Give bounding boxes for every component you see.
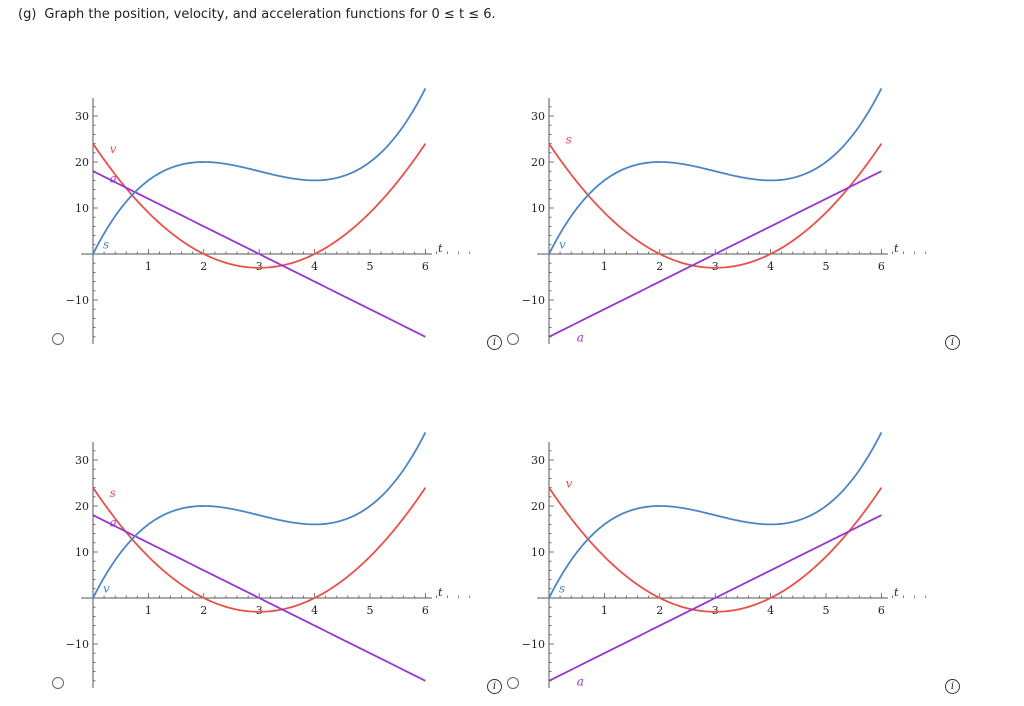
radio-option-1[interactable] bbox=[52, 333, 64, 345]
x-tick-label: 4 bbox=[767, 604, 774, 617]
x-axis-label: t bbox=[894, 242, 899, 255]
series-a-line bbox=[548, 514, 882, 682]
y-tick-label: −10 bbox=[66, 294, 89, 307]
series-a-line bbox=[548, 170, 882, 338]
y-tick-label: 30 bbox=[75, 454, 89, 467]
radio-option-3[interactable] bbox=[52, 677, 64, 689]
x-axis-label: t bbox=[438, 586, 443, 599]
x-tick-label: 3 bbox=[712, 260, 719, 273]
x-tick-label: 4 bbox=[767, 260, 774, 273]
x-tick-label: 5 bbox=[823, 260, 830, 273]
y-tick-label: 20 bbox=[531, 156, 545, 169]
x-tick-label: 2 bbox=[656, 604, 663, 617]
info-icon[interactable]: i bbox=[945, 335, 960, 350]
curve-label: v bbox=[566, 477, 573, 491]
series-v-line bbox=[548, 143, 883, 269]
x-tick-label: 3 bbox=[256, 604, 263, 617]
question-label: (g) bbox=[18, 7, 37, 22]
x-tick-label: 6 bbox=[422, 260, 429, 273]
curve-label: s bbox=[559, 581, 565, 595]
x-tick-label: 2 bbox=[656, 260, 663, 273]
x-tick-label: 4 bbox=[311, 260, 318, 273]
x-tick-label: 3 bbox=[256, 260, 263, 273]
series-a-line bbox=[92, 514, 426, 682]
graph-option-3: 1 2 3 4 5 6 −10 10 20 30 t s a v bbox=[66, 431, 471, 688]
y-tick-label: 30 bbox=[531, 110, 545, 123]
info-icon[interactable]: i bbox=[945, 679, 960, 694]
curve-label: a bbox=[110, 516, 117, 530]
series-v-line bbox=[548, 487, 883, 613]
x-tick-label: 5 bbox=[823, 604, 830, 617]
y-tick-label: 10 bbox=[75, 546, 89, 559]
question-text: Graph the position, velocity, and accele… bbox=[44, 7, 496, 22]
curve-label: s bbox=[566, 133, 572, 147]
question-prompt: (g) Graph the position, velocity, and acc… bbox=[18, 7, 496, 22]
y-tick-label: −10 bbox=[522, 638, 545, 651]
x-tick-label: 1 bbox=[145, 604, 152, 617]
x-tick-label: 5 bbox=[367, 260, 374, 273]
y-tick-label: 10 bbox=[531, 202, 545, 215]
graph-option-4: 1 2 3 4 5 6 −10 10 20 30 t v s a bbox=[522, 431, 927, 688]
curve-label: a bbox=[577, 674, 584, 688]
curve-label: v bbox=[559, 237, 566, 251]
y-tick-label: 20 bbox=[75, 500, 89, 513]
series-v-line bbox=[92, 143, 427, 269]
radio-option-4[interactable] bbox=[507, 677, 519, 689]
x-tick-label: 6 bbox=[878, 604, 885, 617]
graph-option-2: 1 2 3 4 5 6 −10 10 20 30 t s v a bbox=[522, 87, 927, 344]
curve-label: a bbox=[110, 172, 117, 186]
x-tick-label: 4 bbox=[311, 604, 318, 617]
radio-option-2[interactable] bbox=[507, 333, 519, 345]
x-tick-label: 1 bbox=[601, 260, 608, 273]
x-tick-label: 5 bbox=[367, 604, 374, 617]
y-tick-label: 30 bbox=[75, 110, 89, 123]
x-tick-label: 3 bbox=[712, 604, 719, 617]
x-tick-label: 6 bbox=[422, 604, 429, 617]
y-tick-label: 30 bbox=[531, 454, 545, 467]
curve-label: v bbox=[103, 581, 110, 595]
y-tick-label: −10 bbox=[66, 638, 89, 651]
curve-label: a bbox=[577, 330, 584, 344]
x-tick-label: 1 bbox=[145, 260, 152, 273]
x-tick-label: 1 bbox=[601, 604, 608, 617]
series-s-line bbox=[92, 431, 427, 599]
y-tick-label: 10 bbox=[75, 202, 89, 215]
x-tick-label: 6 bbox=[878, 260, 885, 273]
series-s-line bbox=[92, 87, 427, 255]
x-tick-label: 2 bbox=[200, 260, 207, 273]
y-tick-label: 20 bbox=[531, 500, 545, 513]
series-v-line bbox=[92, 487, 427, 613]
curve-label: v bbox=[110, 142, 117, 156]
curve-label: s bbox=[110, 486, 116, 500]
x-tick-label: 2 bbox=[200, 604, 207, 617]
x-axis-label: t bbox=[894, 586, 899, 599]
series-s-line bbox=[548, 87, 883, 255]
info-icon[interactable]: i bbox=[487, 335, 502, 350]
x-axis-label: t bbox=[438, 242, 443, 255]
series-s-line bbox=[548, 431, 883, 599]
y-tick-label: 20 bbox=[75, 156, 89, 169]
y-tick-label: 10 bbox=[531, 546, 545, 559]
y-tick-label: −10 bbox=[522, 294, 545, 307]
curve-label: s bbox=[103, 237, 109, 251]
series-a-line bbox=[92, 170, 426, 338]
info-icon[interactable]: i bbox=[487, 679, 502, 694]
graph-option-1: 1 2 3 4 5 6 −10 10 20 30 t v a s bbox=[66, 87, 471, 344]
